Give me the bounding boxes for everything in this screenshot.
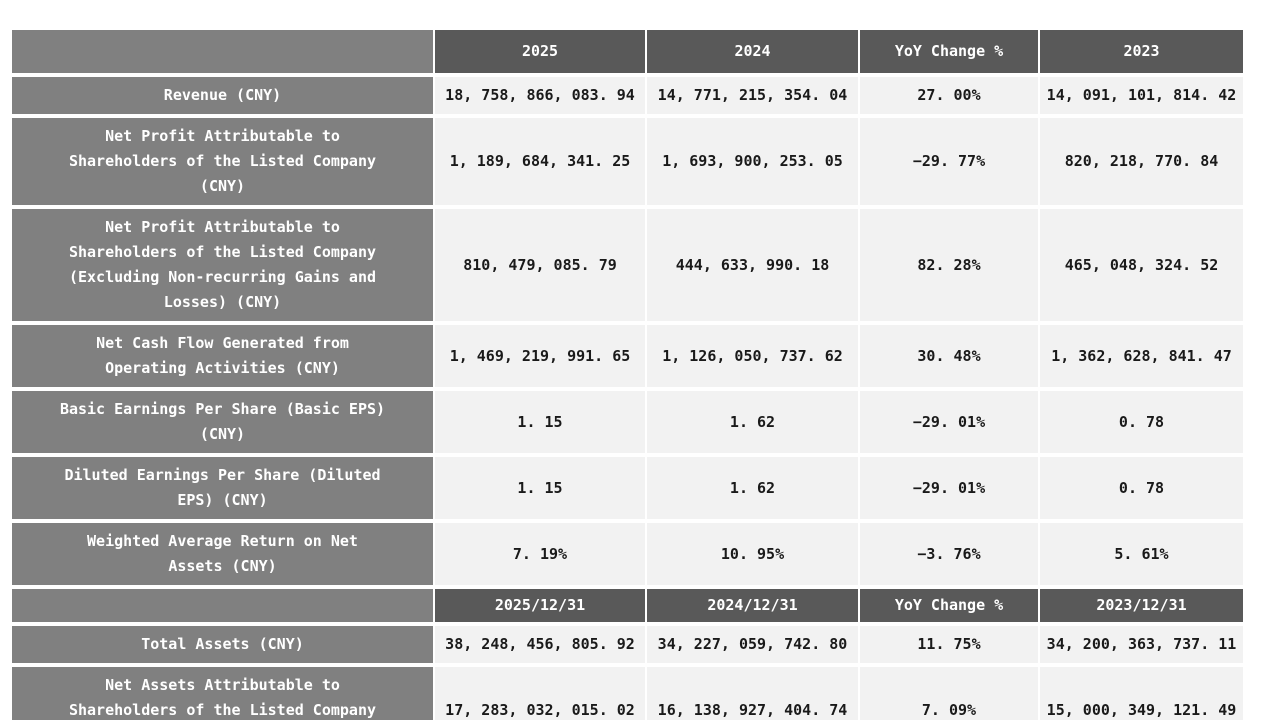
net-profit-excl-2025-value: 810, 479, 085. 79 [435, 209, 645, 321]
column-header-yoy-change: YoY Change % [860, 30, 1038, 73]
table-row-operating-cash-flow: Net Cash Flow Generated from Operating A… [12, 325, 1243, 387]
table-row-total-assets: Total Assets (CNY) 38, 248, 456, 805. 92… [12, 626, 1243, 663]
balance-date-header-row: 2025/12/31 2024/12/31 YoY Change % 2023/… [12, 589, 1243, 622]
cash-flow-2023-value: 1, 362, 628, 841. 47 [1040, 325, 1243, 387]
weighted-return-2025-value: 7. 19% [435, 523, 645, 585]
diluted-eps-2024-value: 1. 62 [647, 457, 858, 519]
net-profit-excl-yoy-value: 82. 28% [860, 209, 1038, 321]
basic-eps-2023-value: 0. 78 [1040, 391, 1243, 453]
table-row-weighted-avg-return: Weighted Average Return on Net Assets (C… [12, 523, 1243, 585]
balance-header-empty-cell [12, 589, 433, 622]
total-assets-2025-value: 38, 248, 456, 805. 92 [435, 626, 645, 663]
total-assets-yoy-value: 11. 75% [860, 626, 1038, 663]
weighted-return-2023-value: 5. 61% [1040, 523, 1243, 585]
basic-eps-2025-value: 1. 15 [435, 391, 645, 453]
diluted-eps-2023-value: 0. 78 [1040, 457, 1243, 519]
net-profit-excl-2024-value: 444, 633, 990. 18 [647, 209, 858, 321]
column-header-2025: 2025 [435, 30, 645, 73]
column-header-2025-12-31: 2025/12/31 [435, 589, 645, 622]
table-row-net-profit: Net Profit Attributable to Shareholders … [12, 118, 1243, 205]
net-profit-2023-value: 820, 218, 770. 84 [1040, 118, 1243, 205]
financial-summary-table-container: 2025 2024 YoY Change % 2023 Revenue (CNY… [10, 26, 1245, 720]
net-profit-2024-value: 1, 693, 900, 253. 05 [647, 118, 858, 205]
column-header-2024: 2024 [647, 30, 858, 73]
row-label-basic-eps: Basic Earnings Per Share (Basic EPS) (CN… [12, 391, 433, 453]
revenue-2025-value: 18, 758, 866, 083. 94 [435, 77, 645, 114]
weighted-return-yoy-value: −3. 76% [860, 523, 1038, 585]
column-header-2023-12-31: 2023/12/31 [1040, 589, 1243, 622]
revenue-2024-value: 14, 771, 215, 354. 04 [647, 77, 858, 114]
row-label-weighted-avg-return: Weighted Average Return on Net Assets (C… [12, 523, 433, 585]
column-header-2023: 2023 [1040, 30, 1243, 73]
net-assets-2025-value: 17, 283, 032, 015. 02 [435, 667, 645, 720]
net-assets-yoy-value: 7. 09% [860, 667, 1038, 720]
total-assets-2024-value: 34, 227, 059, 742. 80 [647, 626, 858, 663]
annual-header-row: 2025 2024 YoY Change % 2023 [12, 30, 1243, 73]
table-row-revenue: Revenue (CNY) 18, 758, 866, 083. 94 14, … [12, 77, 1243, 114]
basic-eps-yoy-value: −29. 01% [860, 391, 1038, 453]
cash-flow-2025-value: 1, 469, 219, 991. 65 [435, 325, 645, 387]
row-label-revenue: Revenue (CNY) [12, 77, 433, 114]
net-assets-2023-value: 15, 000, 349, 121. 49 [1040, 667, 1243, 720]
total-assets-2023-value: 34, 200, 363, 737. 11 [1040, 626, 1243, 663]
diluted-eps-yoy-value: −29. 01% [860, 457, 1038, 519]
revenue-2023-value: 14, 091, 101, 814. 42 [1040, 77, 1243, 114]
column-header-2024-12-31: 2024/12/31 [647, 589, 858, 622]
weighted-return-2024-value: 10. 95% [647, 523, 858, 585]
cash-flow-2024-value: 1, 126, 050, 737. 62 [647, 325, 858, 387]
row-label-net-assets: Net Assets Attributable to Shareholders … [12, 667, 433, 720]
cash-flow-yoy-value: 30. 48% [860, 325, 1038, 387]
diluted-eps-2025-value: 1. 15 [435, 457, 645, 519]
row-label-net-profit-excl-nonrecurring: Net Profit Attributable to Shareholders … [12, 209, 433, 321]
net-profit-2025-value: 1, 189, 684, 341. 25 [435, 118, 645, 205]
row-label-diluted-eps: Diluted Earnings Per Share (Diluted EPS)… [12, 457, 433, 519]
table-row-net-profit-excl-nonrecurring: Net Profit Attributable to Shareholders … [12, 209, 1243, 321]
table-row-diluted-eps: Diluted Earnings Per Share (Diluted EPS)… [12, 457, 1243, 519]
net-assets-2024-value: 16, 138, 927, 404. 74 [647, 667, 858, 720]
basic-eps-2024-value: 1. 62 [647, 391, 858, 453]
column-header-yoy-change-2: YoY Change % [860, 589, 1038, 622]
table-row-net-assets: Net Assets Attributable to Shareholders … [12, 667, 1243, 720]
row-label-operating-cash-flow: Net Cash Flow Generated from Operating A… [12, 325, 433, 387]
table-row-basic-eps: Basic Earnings Per Share (Basic EPS) (CN… [12, 391, 1243, 453]
financial-summary-table: 2025 2024 YoY Change % 2023 Revenue (CNY… [10, 26, 1245, 720]
net-profit-excl-2023-value: 465, 048, 324. 52 [1040, 209, 1243, 321]
row-label-total-assets: Total Assets (CNY) [12, 626, 433, 663]
row-label-net-profit: Net Profit Attributable to Shareholders … [12, 118, 433, 205]
revenue-yoy-value: 27. 00% [860, 77, 1038, 114]
net-profit-yoy-value: −29. 77% [860, 118, 1038, 205]
annual-header-empty-cell [12, 30, 433, 73]
